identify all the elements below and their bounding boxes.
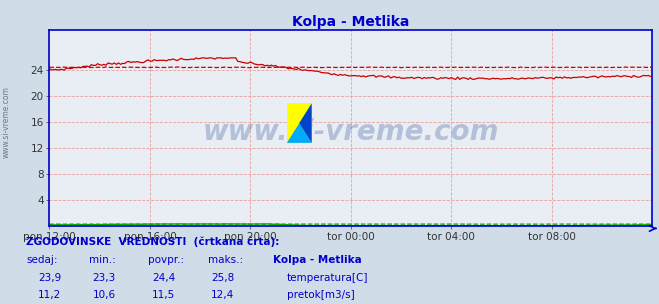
Text: 12,4: 12,4 xyxy=(211,290,235,300)
Text: 24,4: 24,4 xyxy=(152,273,175,283)
Text: 10,6: 10,6 xyxy=(92,290,116,300)
Polygon shape xyxy=(287,123,312,143)
Text: 23,3: 23,3 xyxy=(92,273,116,283)
Text: Kolpa - Metlika: Kolpa - Metlika xyxy=(273,255,362,265)
Text: povpr.:: povpr.: xyxy=(148,255,185,265)
Text: 23,9: 23,9 xyxy=(38,273,61,283)
Text: www.si-vreme.com: www.si-vreme.com xyxy=(2,86,11,157)
Text: maks.:: maks.: xyxy=(208,255,243,265)
Text: www.si-vreme.com: www.si-vreme.com xyxy=(203,118,499,146)
Text: temperatura[C]: temperatura[C] xyxy=(287,273,368,283)
Polygon shape xyxy=(299,103,312,143)
Text: 11,5: 11,5 xyxy=(152,290,175,300)
Text: min.:: min.: xyxy=(89,255,116,265)
Title: Kolpa - Metlika: Kolpa - Metlika xyxy=(292,15,410,29)
Text: 25,8: 25,8 xyxy=(211,273,235,283)
Text: ZGODOVINSKE  VREDNOSTI  (črtkana črta):: ZGODOVINSKE VREDNOSTI (črtkana črta): xyxy=(26,236,279,247)
Polygon shape xyxy=(287,103,299,143)
Text: 11,2: 11,2 xyxy=(38,290,61,300)
Polygon shape xyxy=(287,103,312,143)
Text: pretok[m3/s]: pretok[m3/s] xyxy=(287,290,355,300)
Text: sedaj:: sedaj: xyxy=(26,255,58,265)
